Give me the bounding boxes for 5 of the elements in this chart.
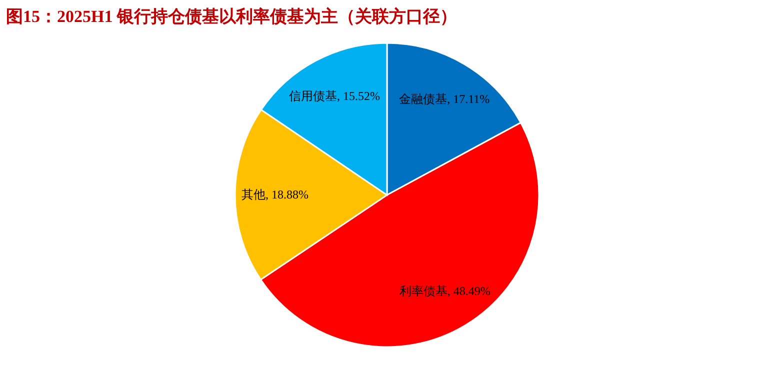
chart-title: 图15：2025H1 银行持仓债基以利率债基为主（关联方口径） [6, 7, 457, 26]
slice-label: 信用债基, 15.52% [289, 89, 380, 104]
slice-label: 其他, 18.88% [242, 188, 308, 202]
slice-label: 金融债基, 17.11% [399, 92, 490, 106]
slice-label: 利率债基, 48.49% [399, 284, 490, 298]
